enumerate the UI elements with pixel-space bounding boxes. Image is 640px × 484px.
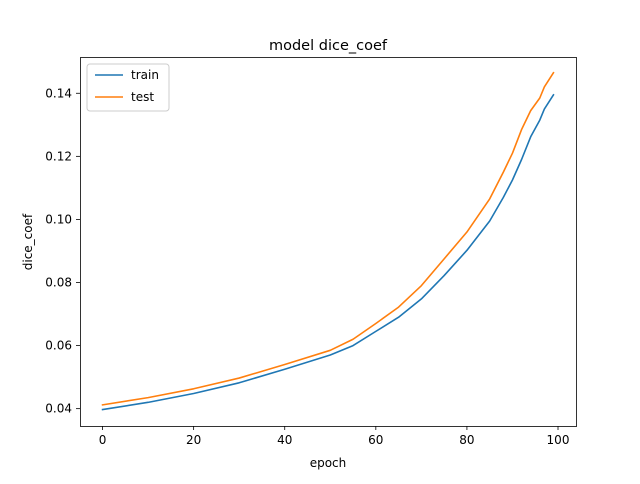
series-line-train <box>101 93 555 411</box>
y-tick-label: 0.14 <box>45 86 72 100</box>
x-tick-label: 0 <box>99 433 107 447</box>
y-tick-label: 0.12 <box>45 149 72 163</box>
y-tick-label: 0.08 <box>45 276 72 290</box>
x-tick-label: 100 <box>547 433 570 447</box>
y-tick-label: 0.06 <box>45 339 72 353</box>
x-tick-label: 80 <box>459 433 474 447</box>
x-tick-label: 40 <box>277 433 292 447</box>
legend-label-train: train <box>131 68 159 82</box>
y-tick-label: 0.04 <box>45 402 72 416</box>
series-lines <box>101 71 555 411</box>
y-tick-label: 0.10 <box>45 212 72 226</box>
axes: 0 20 40 60 80 100 0.04 0.06 0.08 0.10 0.12 0.14 <box>45 86 569 447</box>
x-tick-label: 60 <box>368 433 383 447</box>
x-tick-label: 20 <box>186 433 201 447</box>
series-line-test <box>101 71 555 406</box>
axes-frame <box>80 57 577 427</box>
legend: train test <box>86 63 170 112</box>
x-axis-label: epoch <box>310 456 347 470</box>
chart-title: model dice_coef <box>269 38 388 54</box>
y-axis-label: dice_coef <box>21 213 35 270</box>
legend-label-test: test <box>131 90 154 104</box>
